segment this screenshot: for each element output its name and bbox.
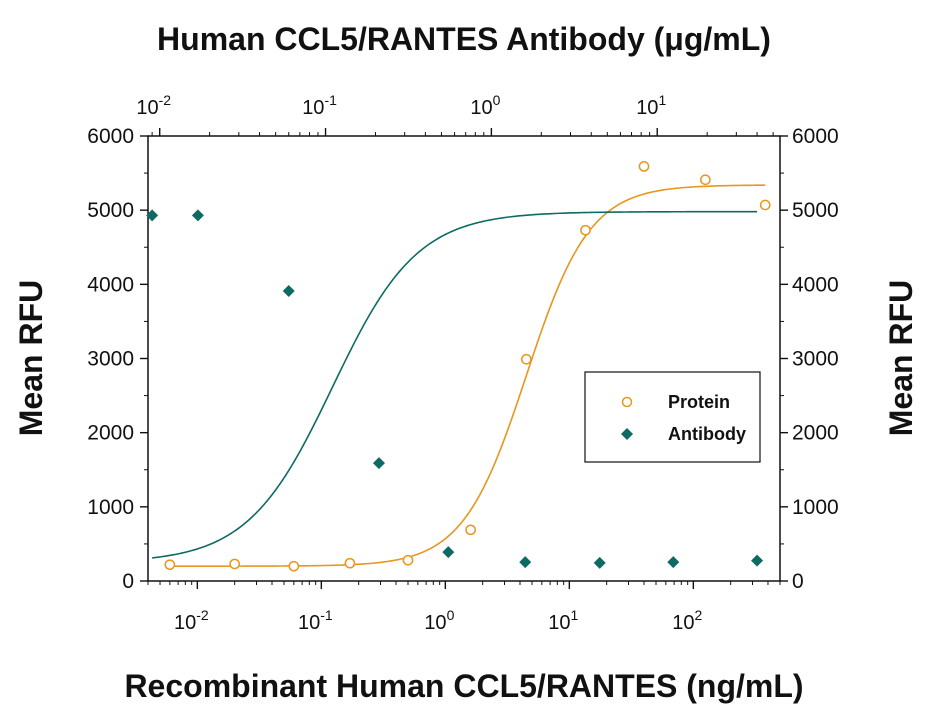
- point-protein: [164, 559, 176, 571]
- right-tick-label: 1000: [792, 496, 839, 519]
- point-protein: [759, 199, 771, 211]
- point-antibody: [372, 457, 385, 470]
- left-tick-label: 5000: [87, 199, 134, 222]
- fit-curve-antibody: [152, 210, 758, 559]
- point-antibody: [667, 556, 680, 569]
- top-tick-label: 10-1: [302, 92, 337, 119]
- point-protein: [699, 174, 711, 186]
- right-tick-label: 5000: [792, 199, 839, 222]
- point-antibody: [146, 209, 159, 222]
- bottom-tick-label: 100: [424, 607, 454, 634]
- top-axis-title: Human CCL5/RANTES Antibody (μg/mL): [157, 21, 771, 57]
- point-antibody: [442, 546, 455, 559]
- point-protein: [465, 524, 476, 536]
- left-tick-label: 1000: [87, 496, 134, 519]
- point-protein: [288, 560, 300, 572]
- left-tick-label: 2000: [87, 422, 134, 445]
- data-points: [146, 161, 771, 572]
- plot-frame: [147, 135, 781, 582]
- left-tick-label: 3000: [87, 348, 134, 371]
- right-tick-label: 2000: [792, 422, 839, 445]
- point-antibody: [593, 556, 606, 569]
- bottom-tick-label: 10-2: [174, 607, 209, 634]
- right-tick-label: 0: [792, 570, 804, 593]
- point-antibody: [519, 556, 532, 569]
- right-tick-label: 6000: [792, 125, 839, 148]
- left-tick-label: 0: [122, 570, 134, 593]
- legend-marker-antibody: [621, 428, 633, 440]
- fit-curves: [152, 184, 766, 567]
- right-tick-label: 4000: [792, 273, 839, 296]
- fit-curve-protein: [169, 184, 766, 567]
- legend-label-antibody: Antibody: [668, 424, 746, 444]
- point-protein: [638, 161, 650, 172]
- bottom-tick-label: 101: [548, 607, 578, 634]
- point-protein: [520, 353, 532, 365]
- axes-layer: 10-2 10-1 100 101 102 10-2 10-1 100 101 0 0 1000 100…: [87, 92, 838, 634]
- point-protein: [580, 224, 591, 236]
- point-protein: [402, 554, 414, 566]
- legend-label-protein: Protein: [668, 392, 730, 412]
- top-tick-label: 10-2: [136, 92, 171, 119]
- bottom-tick-label: 102: [672, 607, 702, 634]
- legend-box: [584, 371, 761, 463]
- point-antibody: [282, 285, 295, 298]
- bottom-tick-label: 10-1: [298, 607, 333, 634]
- point-antibody: [751, 554, 764, 567]
- left-tick-label: 4000: [87, 273, 134, 296]
- legend: Protein Antibody: [584, 371, 761, 463]
- bottom-axis-title: Recombinant Human CCL5/RANTES (ng/mL): [124, 668, 803, 704]
- point-protein: [344, 557, 356, 569]
- top-tick-label: 100: [470, 92, 500, 119]
- left-axis-title: Mean RFU: [13, 280, 49, 436]
- right-axis-title: Mean RFU: [883, 280, 919, 436]
- right-tick-label: 3000: [792, 348, 839, 371]
- top-tick-label: 101: [636, 92, 666, 119]
- left-tick-label: 6000: [87, 125, 134, 148]
- point-antibody: [191, 209, 204, 222]
- legend-marker-protein: [621, 396, 633, 408]
- point-protein: [229, 558, 241, 570]
